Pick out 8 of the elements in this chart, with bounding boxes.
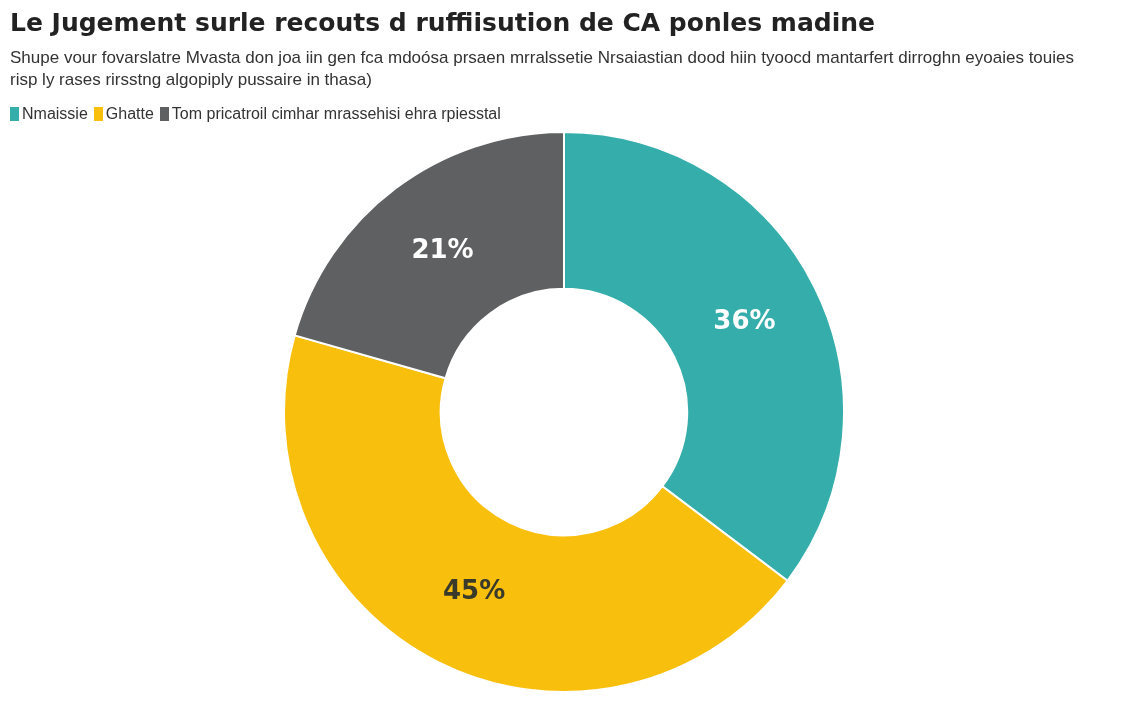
- data-label: 21%: [411, 233, 474, 264]
- chart-subtitle: Shupe vour fovarslatre Mvasta don joa iin gen fca mdoósa prsaen mrralssetie Nrsaiastian dood hiin tyoocd mantarfert dirroghn eyoaies touies risp ly rases rirsstng algopiply pussaire in thasa): [10, 47, 1075, 91]
- legend-label: Nmaissie: [22, 105, 88, 122]
- data-label: 45%: [443, 575, 506, 606]
- data-label: 36%: [713, 304, 776, 335]
- chart-title: Le Jugement surle recouts d ruffiisution de CA ponles madine: [10, 8, 876, 37]
- legend-label: Tom pricatroil cimhar mrassehisi ehra rpiesstal: [171, 105, 501, 122]
- legend-label: Ghatte: [105, 105, 154, 122]
